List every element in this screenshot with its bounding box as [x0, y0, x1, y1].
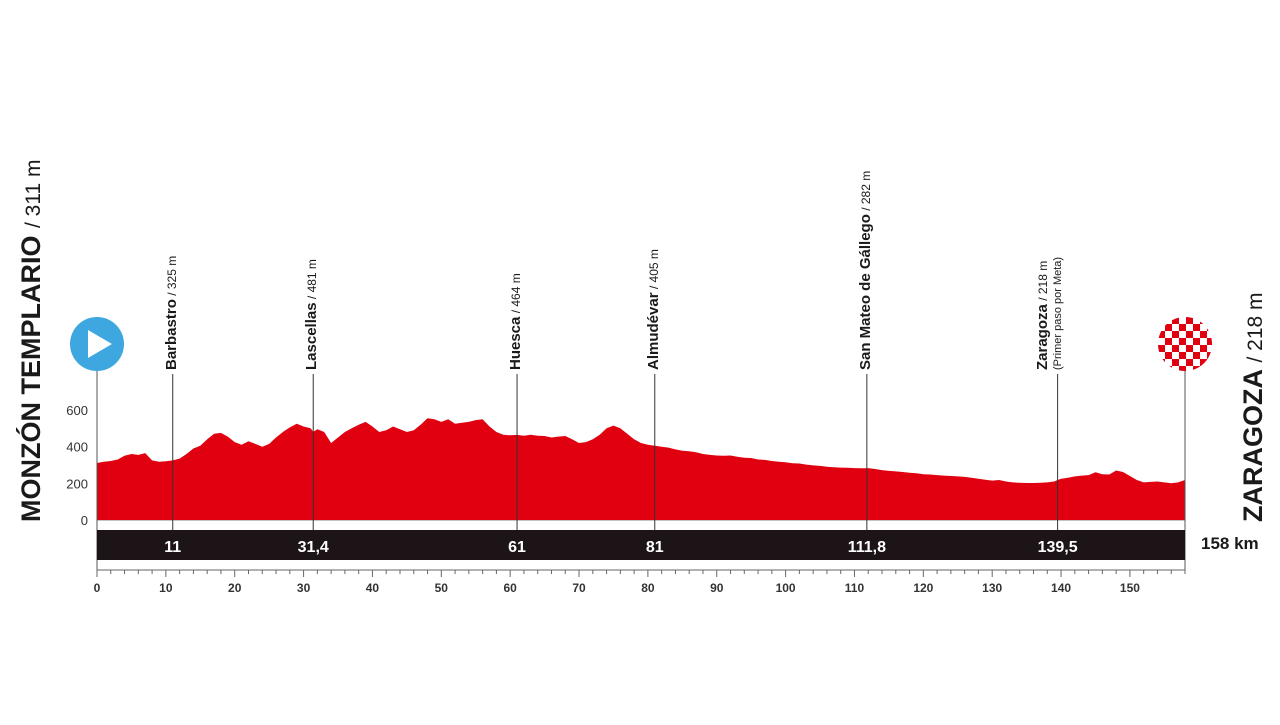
waypoint-name: Huesca: [507, 316, 525, 370]
waypoint-label: San Mateo de Gállego / 282 m: [857, 171, 875, 370]
finish-town-label: ZARAGOZA / 218 m: [1238, 292, 1271, 522]
x-tick-label: 70: [572, 581, 586, 595]
waypoint-km-label: 81: [646, 539, 664, 556]
x-tick-label: 140: [1051, 581, 1071, 595]
elevation-profile-area: [97, 418, 1185, 520]
finish-flag-checkers: [1158, 317, 1212, 371]
x-tick-label: 120: [913, 581, 933, 595]
start-town-name: MONZÓN TEMPLARIO: [16, 235, 46, 522]
waypoint-label: Zaragoza / 218 m (Primer paso por Meta): [1034, 257, 1064, 370]
y-tick-label: 600: [66, 403, 88, 418]
x-tick-label: 10: [159, 581, 173, 595]
waypoint-km-label: 111,8: [848, 539, 886, 556]
waypoint-name: Barbastro: [162, 299, 180, 370]
x-tick-label: 20: [228, 581, 242, 595]
waypoint-km-label: 11: [164, 539, 181, 556]
total-distance-label: 158 km: [1201, 534, 1259, 553]
start-town-altitude: / 311 m: [22, 159, 45, 228]
waypoint-label: Lascellas / 481 m: [303, 259, 321, 370]
waypoint-km-label: 61: [508, 539, 526, 556]
waypoint-name: Almudévar: [644, 292, 662, 370]
x-tick-label: 130: [982, 581, 1002, 595]
waypoint-altitude: / 481 m: [305, 259, 320, 303]
x-tick-label: 110: [845, 581, 865, 595]
x-tick-label: 60: [503, 581, 517, 595]
x-tick-label: 50: [435, 581, 449, 595]
finish-checkered-flag-icon: [1158, 317, 1212, 371]
waypoint-km-label: 31,4: [298, 539, 329, 556]
x-tick-label: 30: [297, 581, 311, 595]
x-tick-label: 80: [641, 581, 655, 595]
y-tick-label: 200: [66, 476, 88, 491]
finish-town-name: ZARAGOZA: [1238, 370, 1268, 522]
waypoint-label: Barbastro / 325 m: [163, 256, 181, 370]
x-tick-label: 150: [1120, 581, 1140, 595]
waypoint-altitude: / 405 m: [646, 249, 661, 293]
waypoint-label: Almudévar / 405 m: [645, 249, 663, 370]
waypoint-note: (Primer paso por Meta): [1051, 256, 1064, 370]
km-band: [97, 530, 1185, 560]
start-marker-triangle: [88, 330, 112, 358]
waypoint-name: Zaragoza: [1033, 304, 1051, 370]
waypoint-altitude: / 464 m: [509, 273, 524, 317]
waypoint-altitude: / 325 m: [164, 255, 179, 300]
start-town-label: MONZÓN TEMPLARIO / 311 m: [16, 160, 49, 522]
waypoint-name: San Mateo de Gállego: [856, 214, 874, 370]
x-tick-label: 90: [710, 581, 724, 595]
waypoint-name: Lascellas: [303, 302, 321, 370]
x-tick-label: 0: [94, 581, 101, 595]
waypoint-altitude: / 218 m: [1035, 260, 1050, 305]
waypoint-label: Huesca / 464 m: [507, 273, 525, 370]
finish-town-altitude: / 218 m: [1244, 292, 1267, 363]
x-tick-label: 40: [366, 581, 380, 595]
waypoint-km-label: 139,5: [1038, 539, 1078, 556]
y-tick-label: 400: [66, 440, 88, 455]
waypoint-altitude: / 282 m: [858, 170, 873, 215]
y-tick-label: 0: [81, 513, 88, 528]
x-tick-label: 100: [776, 581, 796, 595]
start-play-icon: [70, 317, 124, 371]
